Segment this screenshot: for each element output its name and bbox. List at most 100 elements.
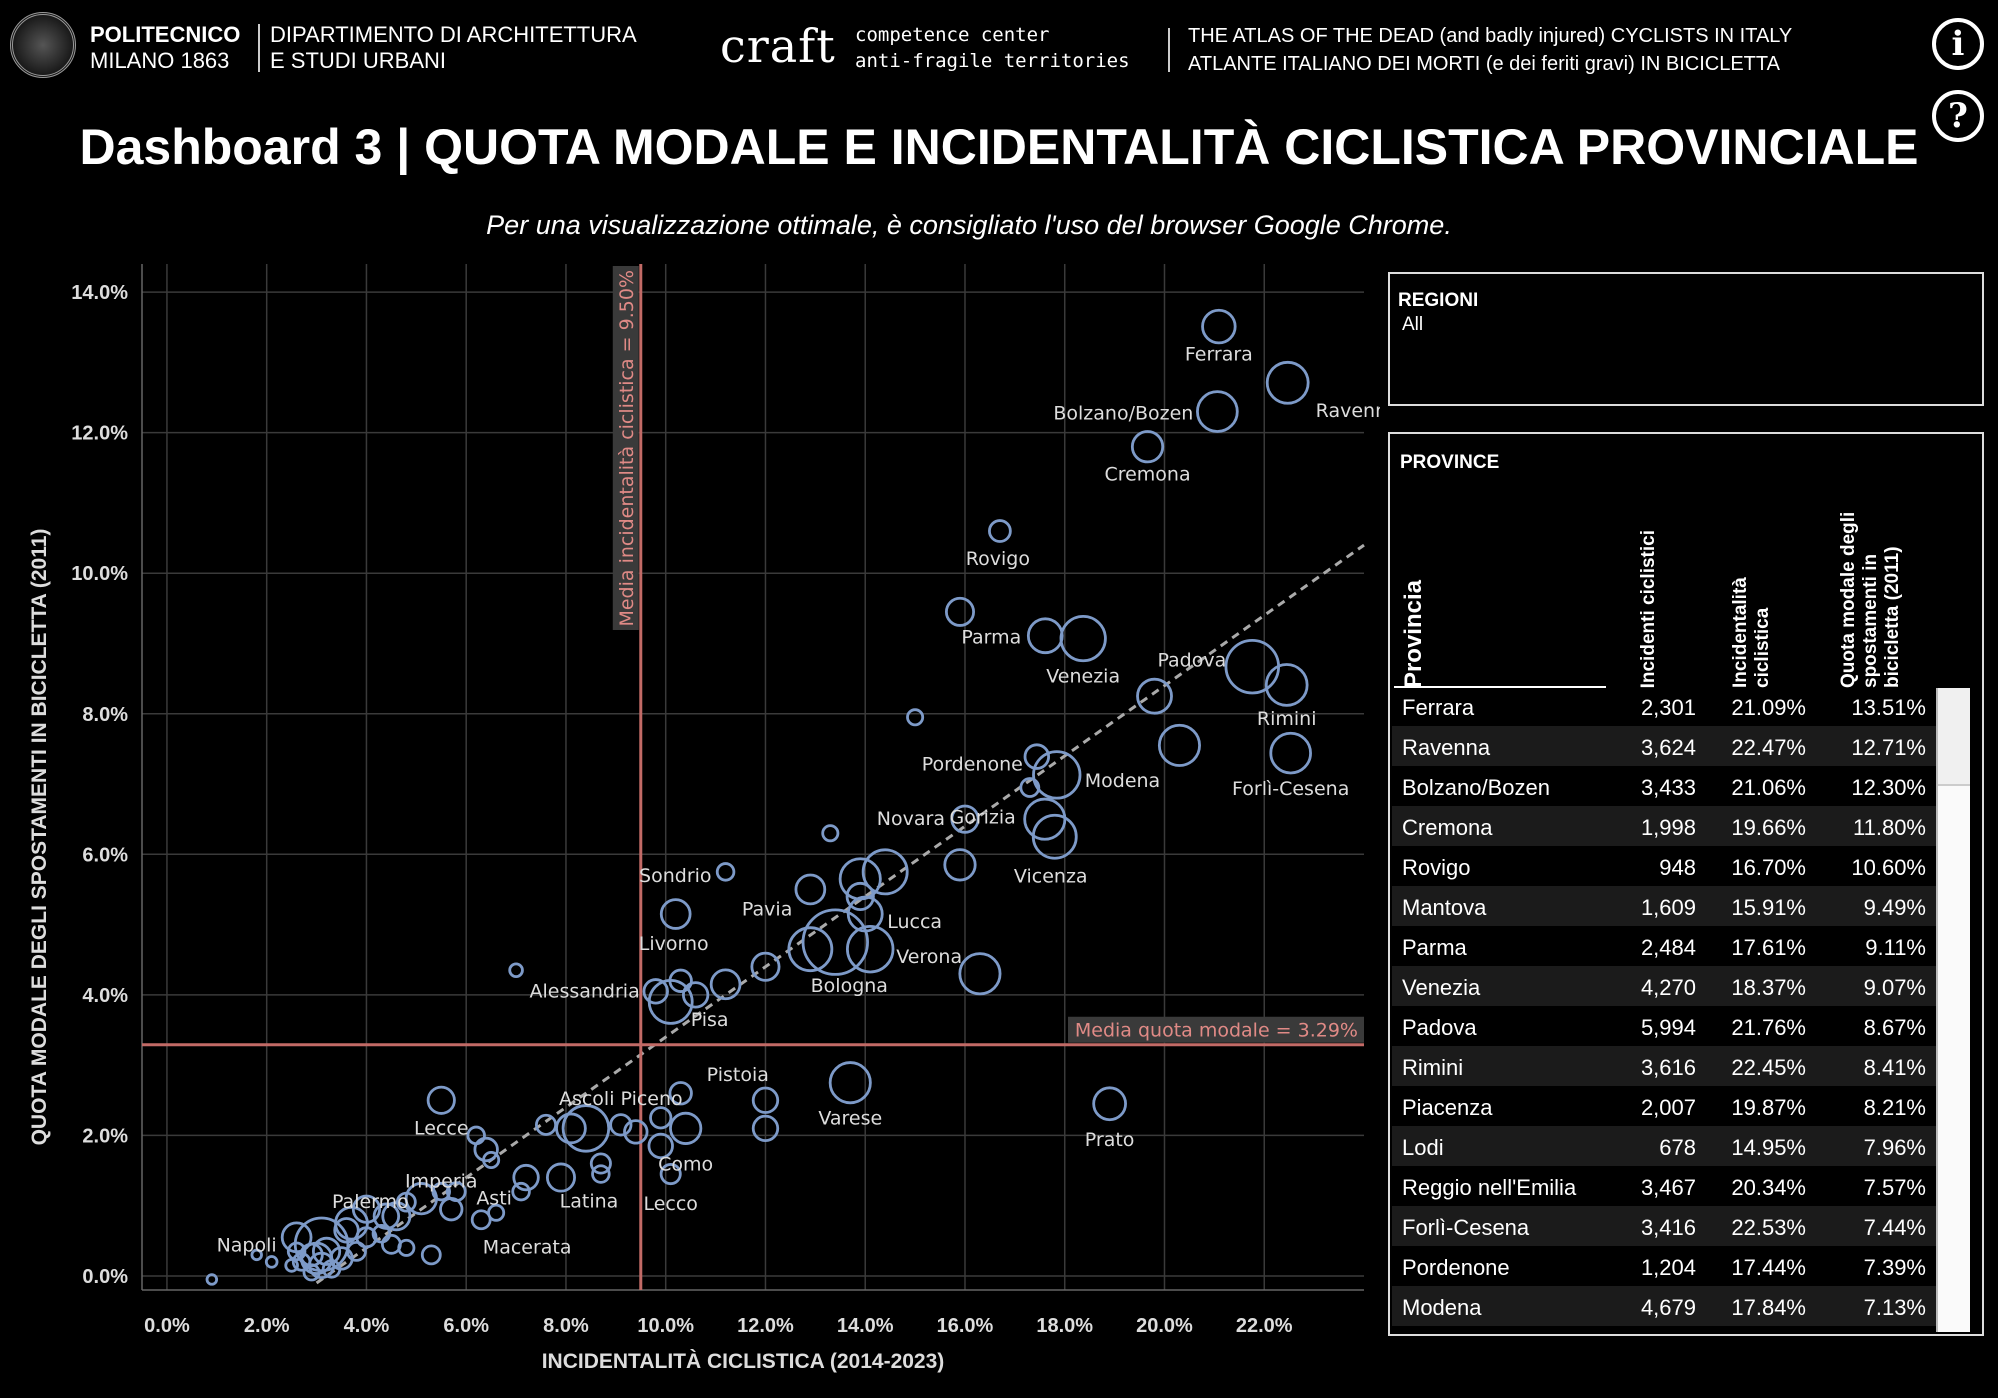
data-point-latina[interactable] [545,1162,576,1193]
table-row[interactable]: Rovigo 948 16.70% 10.60% [1392,846,1936,886]
col-quota-modale-header[interactable]: Quota modale degli spostamenti in bicicl… [1838,511,1903,688]
data-point[interactable] [420,1244,442,1266]
data-point-pordenone[interactable] [1023,743,1051,770]
data-point[interactable] [709,968,742,1001]
data-point-pisa[interactable] [647,978,694,1025]
info-icon[interactable]: i [1932,18,1984,70]
table-row[interactable]: Ravenna 3,624 22.47% 12.71% [1392,726,1936,766]
data-point-varese[interactable] [828,1061,872,1105]
data-point[interactable] [906,708,925,727]
data-point[interactable] [1157,723,1201,767]
data-point-rovigo[interactable] [988,519,1012,543]
table-row[interactable]: Modena 4,679 17.84% 7.13% [1392,1286,1936,1326]
data-point[interactable] [286,1241,307,1262]
data-point-venezia[interactable] [1059,614,1107,663]
data-point-ferrara[interactable] [1201,308,1237,345]
data-point[interactable] [944,596,975,627]
data-point-imperia[interactable] [431,1181,451,1202]
data-point-cremona[interactable] [1130,430,1165,464]
table-row[interactable]: Pordenone 1,204 17.44% 7.39% [1392,1246,1936,1286]
data-point[interactable] [751,1114,780,1143]
table-row[interactable]: Padova 5,994 21.76% 8.67% [1392,1006,1936,1046]
data-point[interactable] [861,848,909,896]
data-point[interactable] [508,962,524,979]
data-point-parma[interactable] [1026,617,1064,655]
data-point-pavia[interactable] [794,873,827,906]
data-point[interactable] [750,951,781,982]
data-point-pistoia[interactable] [668,1081,693,1106]
data-point-padova[interactable] [1224,638,1280,695]
table-row[interactable]: Bolzano/Bozen 3,433 21.06% 12.30% [1392,766,1936,806]
table-row[interactable]: Ferrara 2,301 21.09% 13.51% [1392,686,1936,726]
data-point[interactable] [482,1150,501,1169]
data-point[interactable] [299,1242,324,1268]
table-row[interactable]: Piacenza 2,007 19.87% 8.21% [1392,1086,1936,1126]
data-point[interactable] [591,1164,611,1184]
data-point[interactable] [264,1255,279,1269]
data-point-ascoli-piceno[interactable] [609,1113,633,1137]
table-row[interactable]: Lodi 678 14.95% 7.96% [1392,1126,1936,1166]
regioni-selected-value[interactable]: All [1402,314,1424,335]
data-point[interactable] [623,1119,649,1145]
data-point[interactable] [681,981,710,1009]
data-point-modena[interactable] [1032,750,1082,800]
data-point[interactable] [589,1152,612,1175]
data-point[interactable] [473,1136,499,1163]
data-point[interactable] [439,1197,464,1222]
data-point-gorizia[interactable] [1019,777,1041,798]
data-point-macerata[interactable] [470,1209,492,1231]
data-point-palermo[interactable] [381,1201,412,1232]
data-point[interactable] [284,1258,299,1273]
col-incidentalita-header[interactable]: Incidentalità ciclistica [1730,577,1773,688]
data-point[interactable] [371,1224,392,1244]
data-points[interactable] [205,308,1312,1286]
data-point[interactable] [205,1273,219,1286]
data-point[interactable] [958,952,1002,996]
data-point-vicenza[interactable] [1031,813,1078,860]
data-point-bologna[interactable] [801,908,869,976]
col-provincia-header[interactable]: Provincia [1400,579,1427,688]
data-point[interactable] [321,1259,342,1279]
table-row[interactable]: Forlì-Cesena 3,416 22.53% 7.44% [1392,1206,1936,1246]
data-point[interactable] [821,824,840,843]
data-point[interactable] [311,1236,342,1266]
data-point-lecco[interactable] [659,1163,682,1186]
data-point-verona[interactable] [846,924,895,974]
data-point-alessandria[interactable] [642,978,669,1005]
data-point[interactable] [649,1106,673,1130]
data-point[interactable] [787,926,834,973]
data-point[interactable] [250,1248,263,1262]
data-point[interactable] [647,1132,674,1160]
data-point[interactable] [845,881,875,912]
data-point[interactable] [511,1181,531,1202]
data-point[interactable] [751,1086,780,1114]
data-point[interactable] [561,1104,611,1153]
data-point[interactable] [1136,677,1173,715]
data-point-como[interactable] [669,1111,703,1145]
data-point[interactable] [534,1113,558,1136]
regioni-filter[interactable]: REGIONI All [1388,272,1984,406]
data-point-livorno[interactable] [659,898,692,930]
data-point[interactable] [329,1246,354,1271]
table-row[interactable]: Rimini 3,616 22.45% 8.41% [1392,1046,1936,1086]
data-point-prato[interactable] [1092,1086,1127,1122]
table-row[interactable]: Venezia 4,270 18.37% 9.07% [1392,966,1936,1006]
data-point[interactable] [512,1163,540,1192]
data-point-rimini[interactable] [1264,663,1309,707]
data-point-bolzano-bozen[interactable] [1196,390,1239,433]
data-point[interactable] [355,1226,378,1249]
data-point[interactable] [380,1233,402,1255]
data-point-forl-cesena[interactable] [1269,731,1312,775]
table-scrollbar[interactable] [1936,688,1970,1332]
table-row[interactable]: Cremona 1,998 19.66% 11.80% [1392,806,1936,846]
scatter-chart[interactable]: Media incidentalità ciclistica = 9.50% M… [0,250,1380,1398]
table-scrollbar-thumb[interactable] [1938,688,1970,786]
data-point[interactable] [397,1238,416,1257]
data-point[interactable] [555,1112,587,1145]
data-point-sondrio[interactable] [715,862,736,882]
table-row[interactable]: Reggio nell'Emilia 3,467 20.34% 7.57% [1392,1166,1936,1206]
col-incidenti-header[interactable]: Incidenti ciclistici [1638,529,1659,688]
data-point-ravenna[interactable] [1265,360,1310,405]
table-row[interactable]: Mantova 1,609 15.91% 9.49% [1392,886,1936,926]
data-point-novara[interactable] [950,804,980,834]
